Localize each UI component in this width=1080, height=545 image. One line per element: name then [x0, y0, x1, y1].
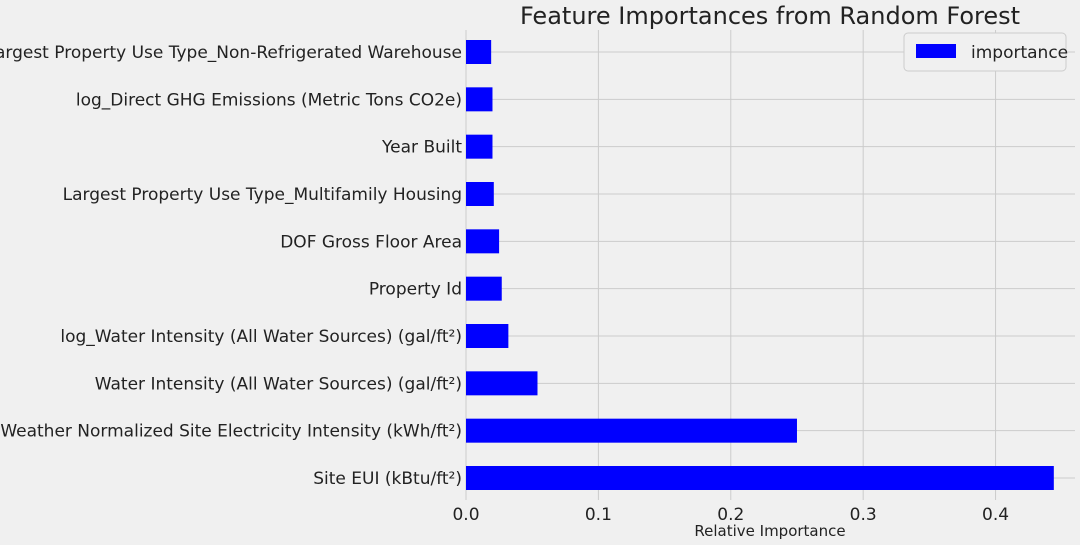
x-tick-label: 0.3 [850, 505, 877, 525]
category-label: Largest Property Use Type_Multifamily Ho… [63, 185, 462, 205]
category-label: Weather Normalized Site Electricity Inte… [0, 422, 462, 442]
x-tick-label: 0.1 [585, 505, 612, 525]
bar [466, 229, 500, 254]
x-tick-label: 0.0 [452, 505, 479, 525]
category-label: log_Water Intensity (All Water Sources) … [60, 327, 462, 347]
legend-box [903, 32, 1067, 72]
category-label: DOF Gross Floor Area [280, 232, 462, 252]
bar [466, 40, 492, 64]
bar [466, 371, 538, 396]
legend-swatch [916, 44, 956, 58]
x-tick-label: 0.4 [982, 505, 1009, 525]
x-tick-labels: 0.0 0.1 0.2 0.3 0.4 [452, 505, 1009, 525]
bar [466, 134, 493, 159]
category-label: Year Built [381, 138, 462, 158]
bar-series [466, 40, 1054, 490]
x-tick-label: 0.2 [717, 505, 744, 525]
bar [466, 418, 797, 443]
category-label: log_Direct GHG Emissions (Metric Tons CO… [76, 90, 462, 110]
category-label: Water Intensity (All Water Sources) (gal… [95, 374, 462, 394]
category-label: Largest Property Use Type_Non-Refrigerat… [0, 43, 462, 63]
bar [466, 182, 494, 206]
chart-title: Feature Importances from Random Forest [520, 2, 1020, 30]
bar [466, 276, 502, 301]
x-axis-title: Relative Importance [694, 522, 845, 540]
bar [466, 324, 509, 348]
category-label: Site EUI (kBtu/ft²) [313, 469, 462, 489]
category-label: Property Id [369, 280, 462, 300]
legend: importance [903, 32, 1068, 72]
bar [466, 87, 493, 112]
bar [466, 466, 1054, 490]
legend-label: importance [971, 43, 1068, 63]
y-gridlines [466, 51, 1075, 479]
category-labels: Largest Property Use Type_Non-Refrigerat… [0, 43, 462, 489]
